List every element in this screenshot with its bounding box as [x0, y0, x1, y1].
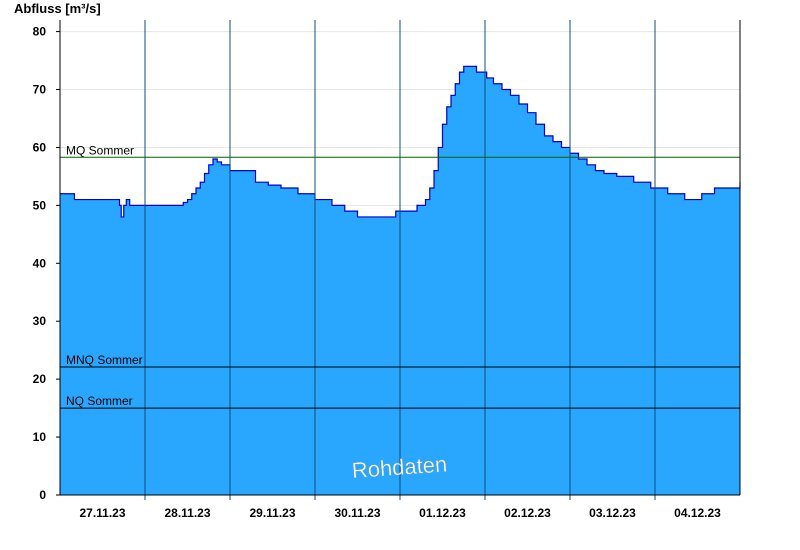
y-tick-label: 40 [33, 256, 47, 270]
y-tick-label: 70 [33, 83, 47, 97]
ref-label: MNQ Sommer [66, 353, 143, 367]
x-tick-label: 30.11.23 [334, 506, 380, 520]
axes [59, 20, 741, 496]
x-tick-label: 03.12.23 [589, 506, 636, 520]
y-ticks: 0 10 20 30 40 50 60 70 80 [33, 25, 60, 502]
ref-label: NQ Sommer [66, 394, 133, 408]
y-tick-label: 0 [39, 488, 46, 502]
reference-lines: MQ Sommer MNQ Sommer NQ Sommer [60, 143, 740, 409]
discharge-line [60, 65, 741, 218]
y-tick-label: 30 [33, 314, 47, 328]
y-tick-label: 80 [33, 25, 47, 39]
x-tick-label: 01.12.23 [419, 506, 466, 520]
watermark-rohdaten: Rohdaten [351, 451, 448, 483]
x-tick-label: 29.11.23 [249, 506, 295, 520]
y-tick-label: 50 [33, 198, 47, 212]
y-axis-title: Abfluss [m³/s] [14, 1, 101, 16]
x-ticks: 27.11.23 28.11.23 29.11.23 30.11.23 01.12.23… [79, 506, 721, 520]
y-tick-label: 60 [33, 140, 47, 154]
x-tick-label: 28.11.23 [164, 506, 210, 520]
x-tick-label: 02.12.23 [504, 506, 551, 520]
y-tick-label: 10 [33, 430, 47, 444]
x-tick-label: 04.12.23 [674, 506, 721, 520]
ref-label: MQ Sommer [66, 143, 134, 157]
y-tick-label: 20 [33, 372, 47, 386]
x-tick-label: 27.11.23 [79, 506, 125, 520]
day-separators [144, 20, 656, 500]
